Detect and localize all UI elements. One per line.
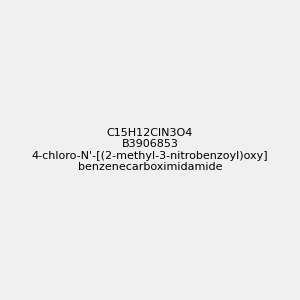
Text: C15H12ClN3O4
B3906853
4-chloro-N'-[(2-methyl-3-nitrobenzoyl)oxy]
benzenecarboxim: C15H12ClN3O4 B3906853 4-chloro-N'-[(2-me…	[32, 128, 268, 172]
